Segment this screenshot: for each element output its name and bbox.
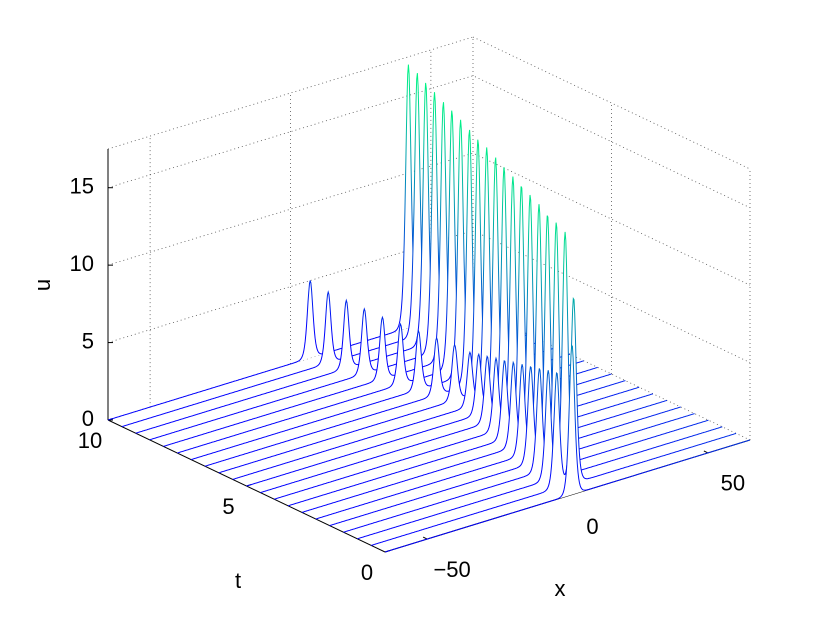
curve <box>329 215 695 527</box>
curve-fill <box>177 110 543 453</box>
curve-fill <box>135 82 501 434</box>
x-tick-label: −50 <box>433 557 470 582</box>
curve <box>107 64 474 421</box>
z-tick-label: 10 <box>70 251 94 276</box>
x-tick-label: 50 <box>721 471 745 496</box>
t-tick-label: 5 <box>222 494 234 519</box>
curve <box>357 231 723 540</box>
curve <box>287 186 654 507</box>
t-tick-label: 0 <box>361 560 373 585</box>
curve <box>274 176 640 500</box>
curve <box>370 297 737 546</box>
curve <box>301 194 668 513</box>
t-axis-label: t <box>235 568 241 593</box>
x-axis-label: x <box>555 576 566 601</box>
t-tick-label: 10 <box>78 428 102 453</box>
z-tick-label: 5 <box>82 328 94 353</box>
curve-fill <box>121 73 487 427</box>
grid-line <box>107 75 751 209</box>
curve <box>384 344 751 553</box>
z-tick-label: 0 <box>82 406 94 431</box>
curve <box>315 204 681 520</box>
curve <box>343 222 709 533</box>
z-tick-label: 15 <box>70 174 94 199</box>
x-tick-label: 0 <box>586 514 598 539</box>
x-tick <box>422 536 428 540</box>
z-axis-label: u <box>30 279 55 291</box>
